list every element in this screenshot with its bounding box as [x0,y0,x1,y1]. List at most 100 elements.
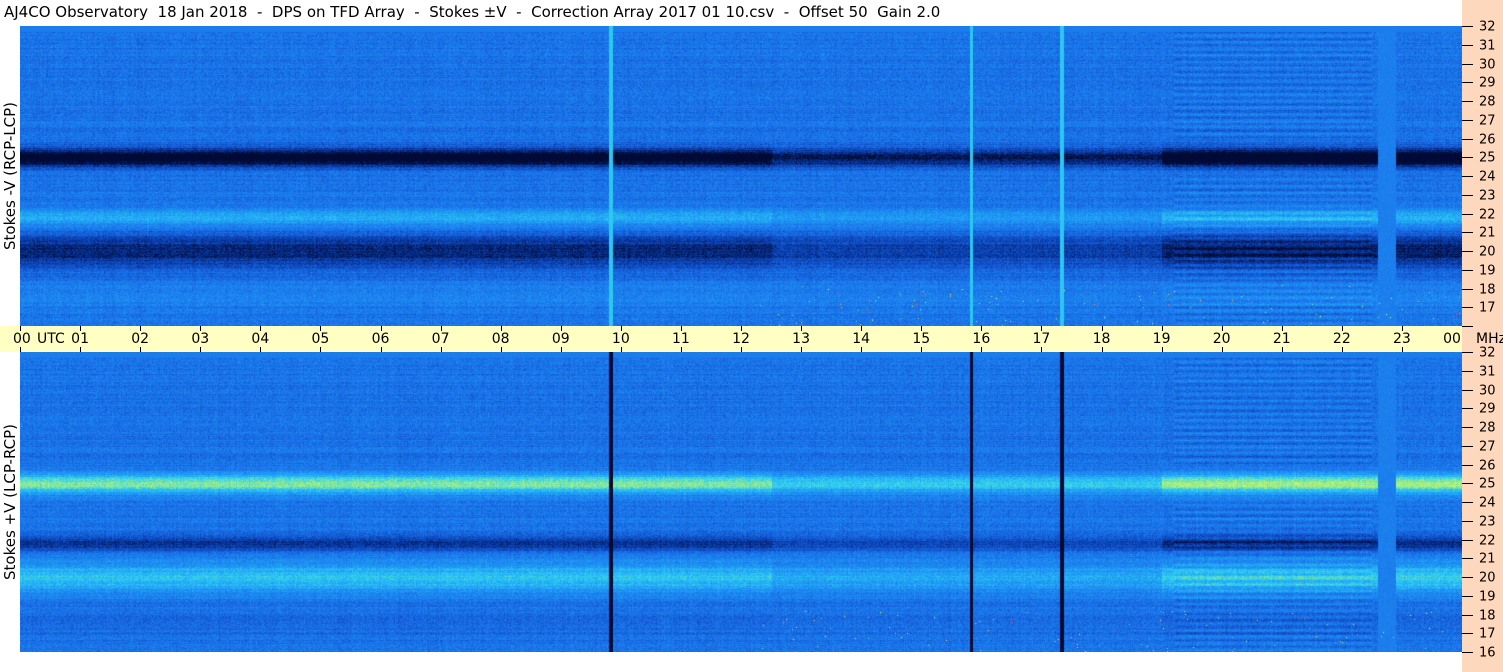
freq-tick-label: 32 [1479,345,1496,361]
time-tick-label: 13 [792,331,810,347]
freq-tick-label: 17 [1479,300,1496,316]
top-panel-label-text: Stokes -V (RCP-LCP) [1,102,19,250]
time-tick [1161,326,1163,331]
time-tick [1401,347,1403,352]
time-tick-label: 08 [491,331,510,347]
freq-tick [1462,288,1473,290]
bottom-panel-label: Stokes +V (LCP-RCP) [0,352,20,652]
frequency-axis: 32 31 30 29 28 27 26 25 24 23 22 21 20 19 18 17 32 31 30 29… [1462,0,1503,672]
time-tick-label: 17 [1032,331,1051,347]
freq-tick [1462,445,1473,447]
freq-tick-label: 31 [1479,364,1496,380]
time-tick [801,326,803,331]
window-title: AJ4CO Observatory 18 Jan 2018 - DPS on T… [4,3,941,21]
time-tick-label: 12 [732,331,750,347]
freq-tick-label: 29 [1479,401,1496,417]
freq-tick [1462,539,1473,541]
time-tick-label: 02 [131,331,150,347]
time-tick [260,347,262,352]
freq-tick-label: 18 [1479,282,1496,297]
time-tick-label: 22 [1332,331,1351,347]
freq-tick [1462,44,1473,46]
freq-tick [1462,633,1473,635]
time-tick [1341,326,1343,331]
time-tick [1101,326,1103,331]
freq-tick [1462,408,1473,410]
freq-tick-label: 23 [1479,514,1496,530]
freq-tick-label: 20 [1479,570,1496,586]
freq-tick [1462,464,1473,466]
time-tick-label: 11 [671,331,690,347]
freq-tick [1462,307,1473,309]
spectrogram-stokes-minus-v [20,26,1462,326]
freq-tick-label: 26 [1479,132,1496,147]
time-tick-label: 06 [371,331,390,347]
time-tick [981,326,983,331]
freq-tick-label: 25 [1479,476,1496,492]
time-tick-label: 01 [71,331,89,347]
time-tick [981,347,983,352]
freq-tick-label: 16 [1479,645,1496,661]
freq-tick-label: 19 [1479,589,1496,605]
time-tick [20,326,21,331]
time-tick [1281,326,1283,331]
time-axis: 00 UTC 01 02 03 04 05 06 07 08 09 10 11 12 13 14 15 16 17 1… [0,326,1463,352]
time-tick [320,326,322,331]
time-tick-label: 05 [311,331,330,347]
time-tick-label: 07 [431,331,450,347]
time-tick [680,347,682,352]
freq-tick [1462,119,1473,121]
time-tick-label: 14 [852,331,871,347]
freq-tick [1462,389,1473,391]
time-tick [560,347,562,352]
time-tick [140,347,142,352]
time-tick [680,326,682,331]
freq-tick [1462,427,1473,428]
time-tick-label: 16 [972,331,991,347]
time-tick [260,326,262,331]
time-tick [1281,347,1283,352]
freq-tick-label: 30 [1479,383,1496,398]
time-tick [440,347,442,352]
time-tick [560,326,562,331]
time-tick [380,347,382,352]
time-tick [801,347,803,352]
time-tick-label: 00 [1443,331,1461,347]
freq-tick-label: 17 [1479,626,1496,642]
freq-tick [1462,614,1473,616]
time-tick [1401,326,1403,331]
freq-tick-label: 24 [1479,169,1496,185]
freq-tick-label: 29 [1479,75,1496,91]
time-tick [741,326,742,331]
freq-tick [1462,157,1473,159]
freq-tick [1462,82,1473,84]
spectrogram-stokes-plus-v [20,352,1462,652]
time-tick [861,347,863,352]
freq-tick [1462,269,1473,271]
freq-tick-label: 28 [1479,420,1496,436]
freq-tick [1462,652,1473,653]
time-tick-label: 19 [1152,331,1171,347]
time-tick [380,326,382,331]
freq-tick-label: 27 [1479,113,1496,129]
freq-tick [1462,251,1473,252]
freq-tick-label: 31 [1479,38,1496,54]
freq-tick-label: 20 [1479,244,1496,260]
time-tick-label: 04 [251,331,270,347]
time-tick [1041,347,1043,352]
freq-tick [1462,370,1473,372]
freq-tick [1462,194,1473,196]
freq-tick-label: 18 [1479,608,1496,623]
time-tick [620,326,622,331]
freq-tick-label: 21 [1479,225,1496,241]
freq-tick [1462,483,1473,485]
time-tick-label: 23 [1392,331,1411,347]
time-tick-label: 10 [611,331,630,347]
time-tick [921,326,923,331]
time-tick [500,347,502,352]
time-tick [200,347,202,352]
time-tick [1041,326,1043,331]
time-tick [921,347,923,352]
freq-tick [1462,577,1473,578]
freq-tick [1462,558,1473,560]
